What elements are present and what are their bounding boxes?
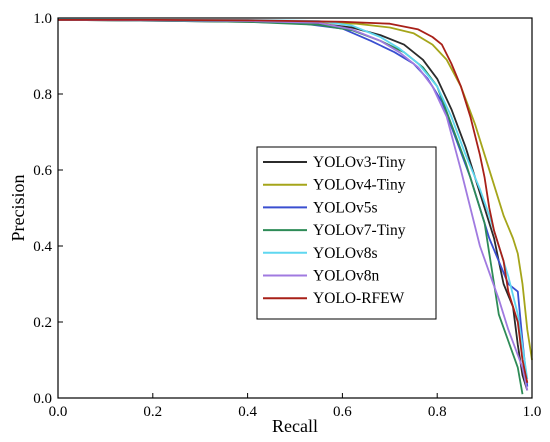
x-tick-label: 0.2	[143, 404, 162, 420]
legend-label: YOLOv7-Tiny	[313, 222, 406, 239]
legend-label: YOLOv8n	[313, 268, 380, 285]
y-axis-title: Precision	[8, 175, 28, 242]
legend-items: YOLOv3-Tiny YOLOv4-Tiny YOLOv5s YOLOv7-Tiny…	[263, 154, 406, 307]
x-tick-label: 0.8	[428, 404, 447, 420]
x-tick-label: 1.0	[523, 404, 542, 420]
series-layer	[57, 18, 533, 395]
x-axis-title: Recall	[272, 416, 318, 436]
y-tick-label: 0.8	[33, 87, 52, 103]
plot-frame	[57, 17, 533, 399]
legend-frame	[256, 146, 437, 320]
series-line-7	[58, 19, 529, 383]
legend-label: YOLO-RFEW	[313, 290, 405, 307]
legend-label: YOLOv3-Tiny	[313, 154, 406, 171]
y-tick-label: 0.4	[33, 239, 52, 255]
x-tick-label: 0.0	[49, 404, 68, 420]
series-line-6	[57, 19, 529, 391]
series-line-4	[57, 19, 524, 395]
legend-label: YOLOv8s	[313, 245, 378, 262]
x-tick-label: 0.4	[238, 404, 257, 420]
y-tick-label: 0.0	[33, 391, 52, 407]
y-tick-label: 0.2	[33, 315, 52, 331]
legend: YOLOv3-Tiny YOLOv4-Tiny YOLOv5s YOLOv7-Tiny…	[256, 146, 437, 320]
y-tick-label: 0.6	[33, 163, 52, 179]
legend-label: YOLOv5s	[313, 199, 378, 216]
x-tick-label: 0.6	[333, 404, 352, 420]
y-tick-label: 1.0	[33, 11, 52, 27]
ticks-layer: 0.0 0.2 0.4 0.6 0.8 1.0 0.0 0.2 0.4 0.6 0.8 1.0	[33, 11, 541, 420]
legend-label: YOLOv4-Tiny	[313, 177, 406, 194]
